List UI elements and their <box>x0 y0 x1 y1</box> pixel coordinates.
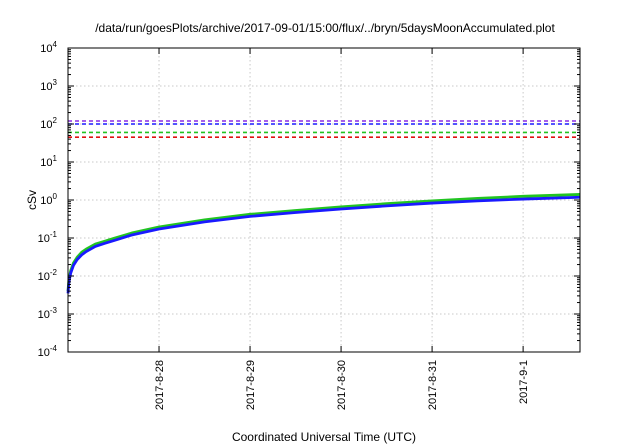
series-line-2 <box>66 195 581 294</box>
x-tick-label: 2017-9-1 <box>518 360 530 404</box>
y-tick-label: 101 <box>40 154 57 169</box>
y-tick-label: 103 <box>40 78 57 93</box>
x-tick-label: 2017-8-29 <box>245 360 257 410</box>
series-layer <box>66 193 581 294</box>
y-tick-label: 10-2 <box>38 268 58 283</box>
grid <box>68 48 580 352</box>
x-tick-label: 2017-8-28 <box>154 360 166 410</box>
y-axis-title: cSv <box>25 190 39 210</box>
x-tick-label: 2017-8-31 <box>427 360 439 410</box>
axis-ticks <box>68 47 580 353</box>
y-tick-label: 104 <box>40 40 57 55</box>
y-tick-label: 100 <box>40 192 57 207</box>
x-tick-label: 2017-8-30 <box>336 360 348 410</box>
chart-title: /data/run/goesPlots/archive/2017-09-01/1… <box>95 21 555 35</box>
y-tick-label: 10-1 <box>38 230 58 245</box>
x-axis-title: Coordinated Universal Time (UTC) <box>232 430 416 444</box>
y-tick-label: 102 <box>40 116 57 131</box>
reference-lines <box>68 120 580 138</box>
x-tick-labels: 2017-8-28 2017-8-29 2017-8-30 2017-8-31 2017… <box>154 360 530 410</box>
y-tick-label: 10-3 <box>38 306 58 321</box>
y-tick-labels: 10-4 10-3 10-2 10-1 100 101 102 103 104 <box>38 40 58 359</box>
y-tick-label: 10-4 <box>38 344 58 359</box>
